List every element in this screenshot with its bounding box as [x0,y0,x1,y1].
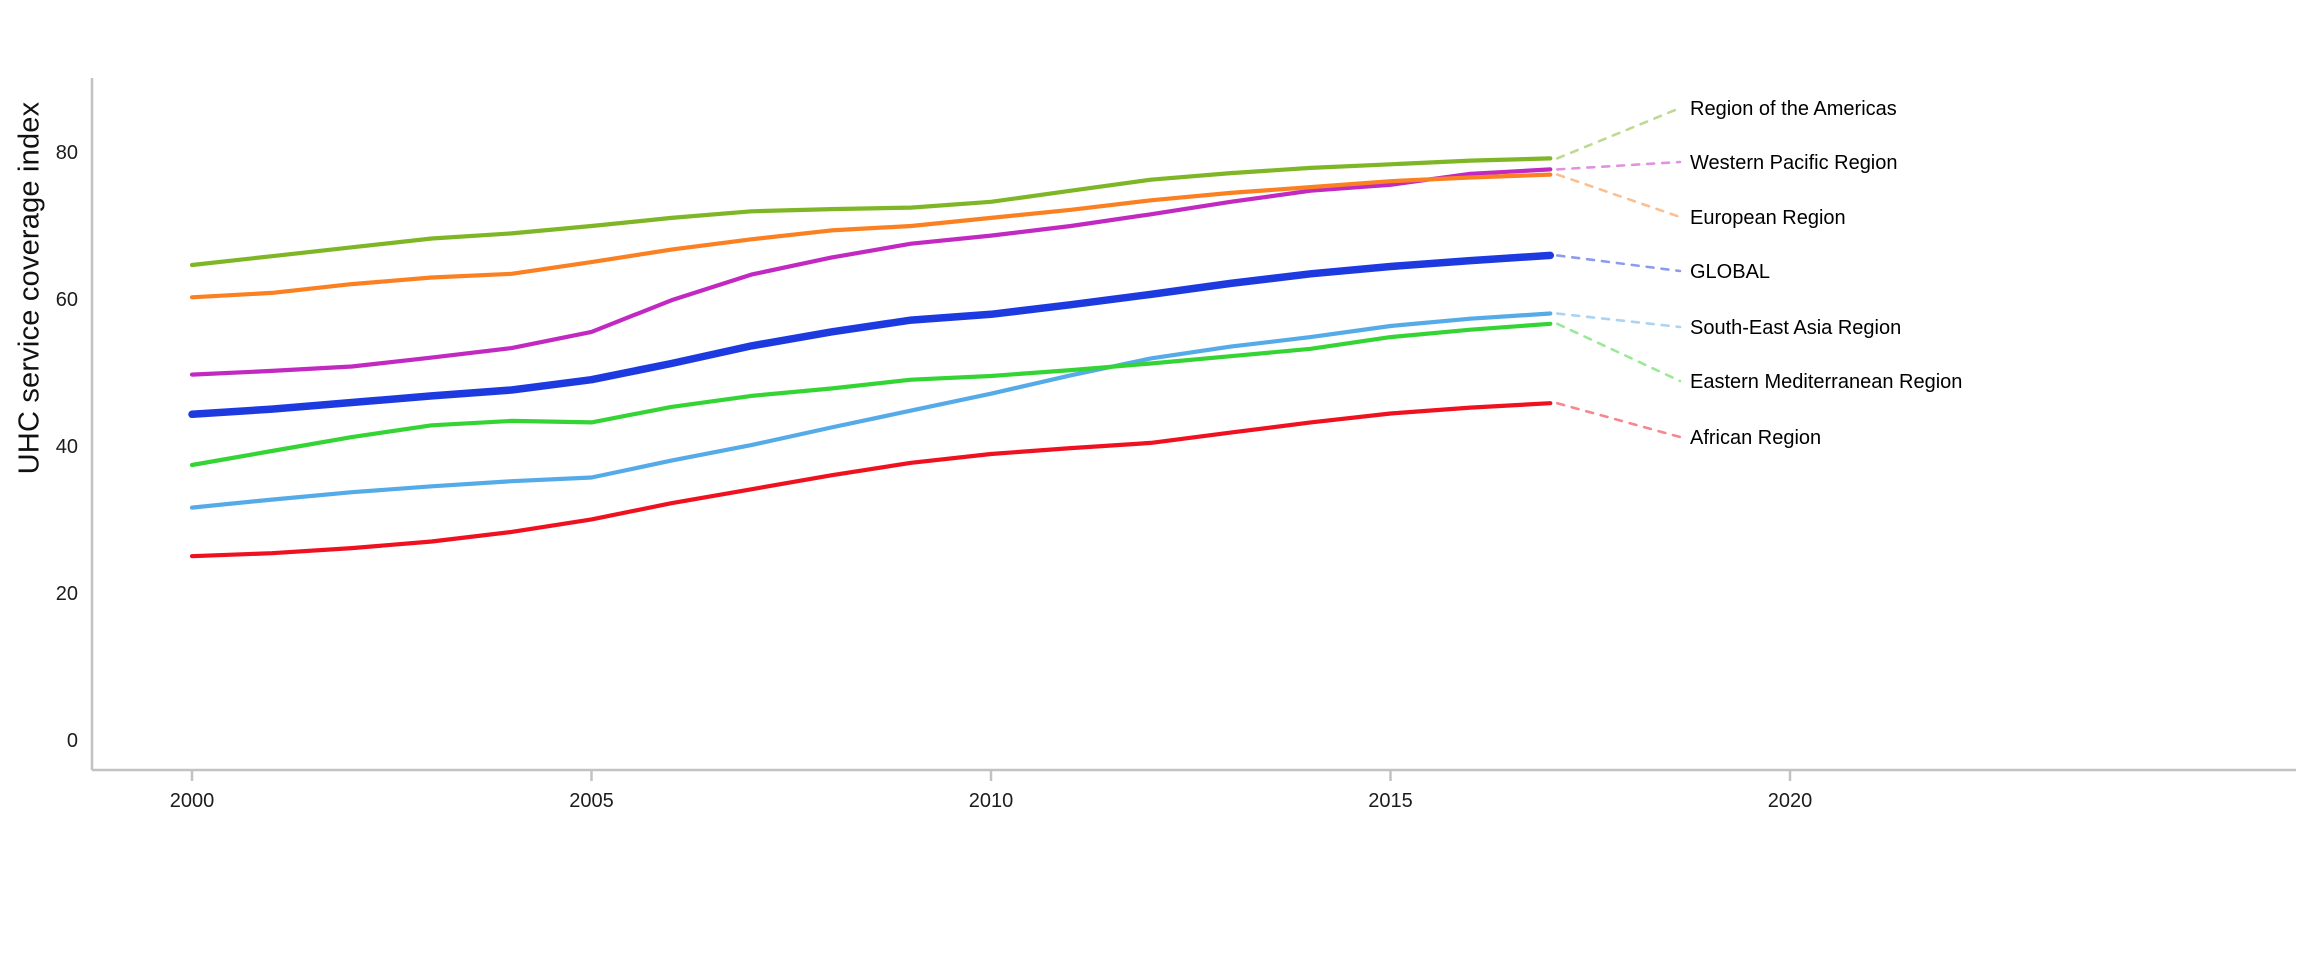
series-labels-group: Region of the Americas Western Pacific Re… [1690,98,1962,449]
x-tick-label: 2005 [569,790,614,812]
leader-line [1556,312,1682,329]
y-tick-label: 80 [56,142,78,164]
leader-line [1556,322,1682,383]
series-line [189,167,1553,377]
y-tick-label: 60 [56,289,78,311]
series-label: Western Pacific Region [1690,152,1898,174]
leader-line [1556,254,1682,273]
x-tick-label: 2000 [170,790,215,812]
axis-ticks-group: 2000 2005 2010 2015 2020 0 20 40 60 80 [56,142,1813,812]
leader-line [1556,173,1682,219]
series-line [188,251,1555,419]
x-tick-label: 2010 [969,790,1014,812]
series-line [189,172,1553,300]
series-line [189,401,1553,559]
y-tick-label: 40 [56,436,78,458]
leader-line [1556,106,1682,160]
y-tick-label: 0 [67,730,78,752]
series-label: Region of the Americas [1690,98,1897,120]
x-tick-label: 2015 [1368,790,1413,812]
leader-line [1556,401,1682,439]
series-line [189,311,1553,510]
leader-lines-group [1556,106,1682,439]
series-label: European Region [1690,207,1846,229]
series-label: GLOBAL [1690,261,1770,283]
y-tick-label: 20 [56,583,78,605]
series-label: South-East Asia Region [1690,317,1901,339]
series-lines-group [188,156,1555,559]
y-axis-title: UHC service coverage index [13,101,46,475]
series-line [189,321,1553,468]
series-label: Eastern Mediterranean Region [1690,371,1962,393]
series-label: African Region [1690,427,1821,449]
leader-line [1556,160,1682,171]
series-line [189,156,1553,268]
x-tick-label: 2020 [1768,790,1813,812]
